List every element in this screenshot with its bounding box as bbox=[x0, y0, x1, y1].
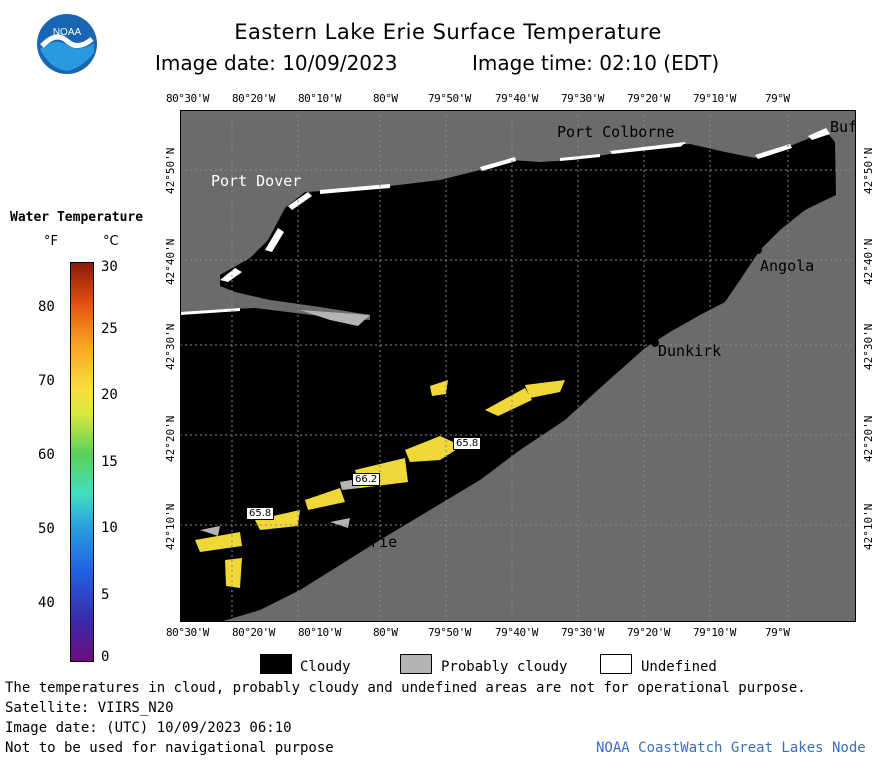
noaa-logo: NOAA bbox=[36, 13, 98, 75]
temp-readout: 65.8 bbox=[246, 507, 275, 520]
lake-erie-map[interactable] bbox=[180, 110, 856, 622]
temp-readout: 65.8 bbox=[453, 437, 482, 450]
lon-tick: 79°40'W bbox=[495, 626, 538, 639]
satellite-text: Satellite: VIIRS_N20 bbox=[5, 700, 174, 716]
colorbar-c-tick: 5 bbox=[101, 587, 110, 603]
lon-tick: 80°W bbox=[373, 626, 398, 639]
lon-tick: 80°20'W bbox=[232, 626, 275, 639]
city-label-buffalo: Buf bbox=[830, 118, 858, 136]
colorbar-f-tick: 50 bbox=[38, 521, 55, 537]
city-markers bbox=[354, 144, 762, 537]
city-label-erie: Erie bbox=[361, 533, 398, 551]
lon-tick: 79°30'W bbox=[561, 92, 604, 105]
city-label-port-colborne: Port Colborne bbox=[557, 123, 675, 141]
legend-swatch-cloudy bbox=[260, 654, 292, 674]
legend-label-undefined: Undefined bbox=[641, 659, 717, 675]
city-label-angola: Angola bbox=[760, 257, 815, 275]
colorbar-f-tick: 40 bbox=[38, 595, 55, 611]
lon-tick: 79°W bbox=[765, 92, 790, 105]
colorbar-c-tick: 30 bbox=[101, 259, 118, 275]
city-label-dunkirk: Dunkirk bbox=[658, 342, 722, 360]
lat-tick: 42°20'N bbox=[862, 415, 875, 462]
legend-label-cloudy: Cloudy bbox=[300, 659, 351, 675]
city-label-port-dover: Port Dover bbox=[211, 172, 302, 190]
lat-tick: 42°20'N bbox=[164, 415, 177, 462]
colorbar-c-tick: 15 bbox=[101, 454, 118, 470]
map-svg bbox=[180, 110, 856, 622]
lat-tick: 42°30'N bbox=[862, 323, 875, 370]
lon-tick: 80°W bbox=[373, 92, 398, 105]
lon-tick: 79°10'W bbox=[693, 92, 736, 105]
lat-tick: 42°40'N bbox=[862, 238, 875, 285]
colorbar-c-tick: 0 bbox=[101, 649, 110, 665]
lon-tick: 79°50'W bbox=[428, 92, 471, 105]
map-frame bbox=[180, 110, 856, 622]
lon-tick: 79°20'W bbox=[627, 92, 670, 105]
lat-tick: 42°50'N bbox=[862, 147, 875, 194]
lon-tick: 80°30'W bbox=[166, 626, 209, 639]
lon-tick: 80°10'W bbox=[298, 626, 341, 639]
temperature-colorbar bbox=[70, 262, 94, 662]
lon-tick: 79°W bbox=[765, 626, 790, 639]
lon-tick: 80°10'W bbox=[298, 92, 341, 105]
lake-cloud-area bbox=[180, 130, 836, 622]
lat-tick: 42°50'N bbox=[164, 147, 177, 194]
colorbar-unit-f: °F bbox=[44, 234, 58, 249]
graticule bbox=[180, 110, 856, 622]
legend-label-probably-cloudy: Probably cloudy bbox=[441, 659, 568, 675]
legend-swatch-undefined bbox=[600, 654, 632, 674]
lon-tick: 79°20'W bbox=[627, 626, 670, 639]
colorbar-c-tick: 25 bbox=[101, 321, 118, 337]
colorbar-c-tick: 20 bbox=[101, 387, 118, 403]
lon-tick: 79°10'W bbox=[693, 626, 736, 639]
utc-date-text: Image date: (UTC) 10/09/2023 06:10 bbox=[5, 720, 292, 736]
colorbar-f-tick: 60 bbox=[38, 447, 55, 463]
lon-tick: 79°40'W bbox=[495, 92, 538, 105]
colorbar-title: Water Temperature bbox=[10, 210, 144, 225]
colorbar-f-tick: 70 bbox=[38, 373, 55, 389]
image-time-label: Image time: 02:10 (EDT) bbox=[472, 51, 720, 75]
lon-tick: 80°20'W bbox=[232, 92, 275, 105]
credit-link[interactable]: NOAA CoastWatch Great Lakes Node bbox=[596, 740, 866, 756]
colorbar-c-tick: 10 bbox=[101, 520, 118, 536]
lon-tick: 79°30'W bbox=[561, 626, 604, 639]
lat-tick: 42°10'N bbox=[862, 503, 875, 550]
colorbar-unit-c: °C bbox=[103, 234, 119, 249]
probably-cloudy-pixels bbox=[200, 310, 370, 536]
image-date-label: Image date: 10/09/2023 bbox=[155, 51, 398, 75]
lat-tick: 42°10'N bbox=[164, 503, 177, 550]
undefined-pixels bbox=[180, 128, 830, 315]
navigation-warning-text: Not to be used for navigational purpose bbox=[5, 740, 334, 756]
temp-readout: 66.2 bbox=[352, 473, 381, 486]
lon-tick: 80°30'W bbox=[166, 92, 209, 105]
colorbar-f-tick: 80 bbox=[38, 299, 55, 315]
disclaimer-text: The temperatures in cloud, probably clou… bbox=[5, 680, 806, 696]
logo-text: NOAA bbox=[53, 27, 82, 38]
lon-tick: 79°50'W bbox=[428, 626, 471, 639]
lat-tick: 42°30'N bbox=[164, 323, 177, 370]
page-title: Eastern Lake Erie Surface Temperature bbox=[234, 20, 662, 44]
lat-tick: 42°40'N bbox=[164, 238, 177, 285]
legend-swatch-probably-cloudy bbox=[400, 654, 432, 674]
